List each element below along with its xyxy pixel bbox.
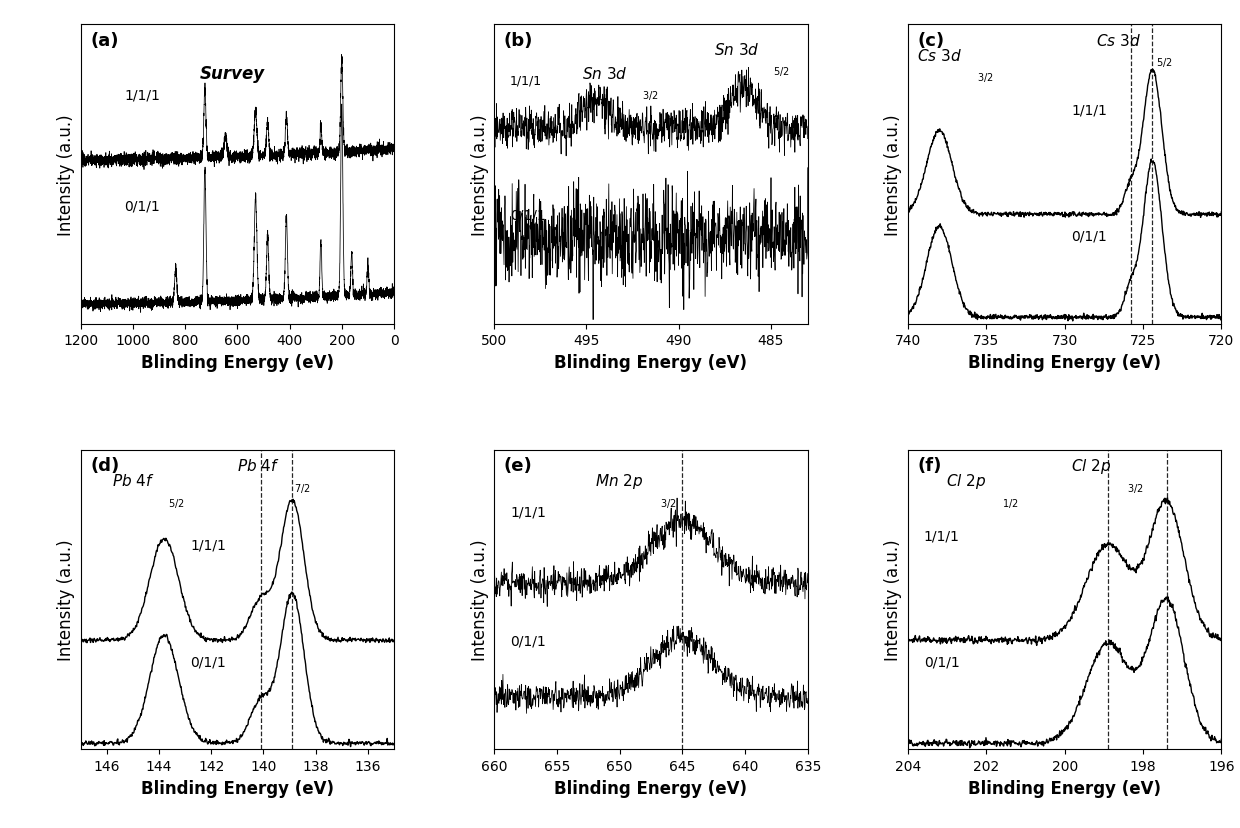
Text: (b): (b) (503, 31, 533, 50)
Text: $\it{Sn\ 3d}$: $\it{Sn\ 3d}$ (582, 65, 627, 82)
Y-axis label: Intensity (a.u.): Intensity (a.u.) (57, 113, 76, 235)
Y-axis label: Intensity (a.u.): Intensity (a.u.) (57, 539, 76, 661)
X-axis label: Blinding Energy (eV): Blinding Energy (eV) (141, 778, 334, 797)
Text: $\it{Mn\ 2p}$: $\it{Mn\ 2p}$ (595, 472, 644, 491)
Y-axis label: Intensity (a.u.): Intensity (a.u.) (884, 113, 903, 235)
Text: $\it{Cs\ 3d}$: $\it{Cs\ 3d}$ (918, 48, 962, 64)
X-axis label: Blinding Energy (eV): Blinding Energy (eV) (554, 778, 748, 797)
Y-axis label: Intensity (a.u.): Intensity (a.u.) (471, 539, 489, 661)
X-axis label: Blinding Energy (eV): Blinding Energy (eV) (141, 354, 334, 372)
Text: (a): (a) (91, 31, 119, 50)
Text: $_{3/2}$: $_{3/2}$ (661, 496, 677, 510)
Text: (e): (e) (503, 457, 532, 475)
Text: 0/1/1: 0/1/1 (190, 654, 226, 668)
Text: $\it{Sn\ 3d}$: $\it{Sn\ 3d}$ (714, 41, 759, 58)
Text: 0/1/1: 0/1/1 (924, 654, 960, 668)
Text: $_{3/2}$: $_{3/2}$ (977, 71, 993, 85)
Text: 1/1/1: 1/1/1 (510, 505, 546, 519)
Text: 1/1/1: 1/1/1 (510, 75, 542, 88)
Text: $_{5/2}$: $_{5/2}$ (169, 496, 185, 510)
Text: $_{7/2}$: $_{7/2}$ (294, 481, 310, 495)
Text: $_{3/2}$: $_{3/2}$ (641, 89, 658, 103)
Text: 1/1/1: 1/1/1 (190, 537, 226, 551)
Text: 0/1/1: 0/1/1 (1071, 229, 1107, 243)
Text: 0/1/1: 0/1/1 (124, 200, 160, 214)
X-axis label: Blinding Energy (eV): Blinding Energy (eV) (968, 778, 1161, 797)
Text: $\it{Pb\ 4f}$: $\it{Pb\ 4f}$ (112, 473, 155, 489)
Text: (c): (c) (918, 31, 945, 50)
Text: (f): (f) (918, 457, 941, 475)
Text: 0/1/1: 0/1/1 (510, 209, 546, 223)
Text: $_{1/2}$: $_{1/2}$ (1002, 496, 1018, 510)
Text: 1/1/1: 1/1/1 (924, 529, 960, 543)
Text: 1/1/1: 1/1/1 (124, 89, 160, 103)
Text: $\it{Cl\ 2p}$: $\it{Cl\ 2p}$ (1071, 457, 1111, 476)
Text: $_{5/2}$: $_{5/2}$ (774, 65, 790, 79)
Text: $_{3/2}$: $_{3/2}$ (1127, 481, 1143, 495)
Text: $\it{Cl\ 2p}$: $\it{Cl\ 2p}$ (946, 472, 986, 491)
Y-axis label: Intensity (a.u.): Intensity (a.u.) (471, 113, 489, 235)
Text: Survey: Survey (200, 65, 265, 83)
Text: 1/1/1: 1/1/1 (1071, 104, 1107, 118)
X-axis label: Blinding Energy (eV): Blinding Energy (eV) (554, 354, 748, 372)
Text: (d): (d) (91, 457, 119, 475)
Text: 0/1/1: 0/1/1 (510, 633, 546, 647)
Text: $\it{Pb\ 4f}$: $\it{Pb\ 4f}$ (237, 458, 280, 474)
Text: $_{5/2}$: $_{5/2}$ (1156, 56, 1172, 70)
Y-axis label: Intensity (a.u.): Intensity (a.u.) (884, 539, 903, 661)
Text: $\it{Cs\ 3d}$: $\it{Cs\ 3d}$ (1096, 33, 1141, 49)
X-axis label: Blinding Energy (eV): Blinding Energy (eV) (968, 354, 1161, 372)
